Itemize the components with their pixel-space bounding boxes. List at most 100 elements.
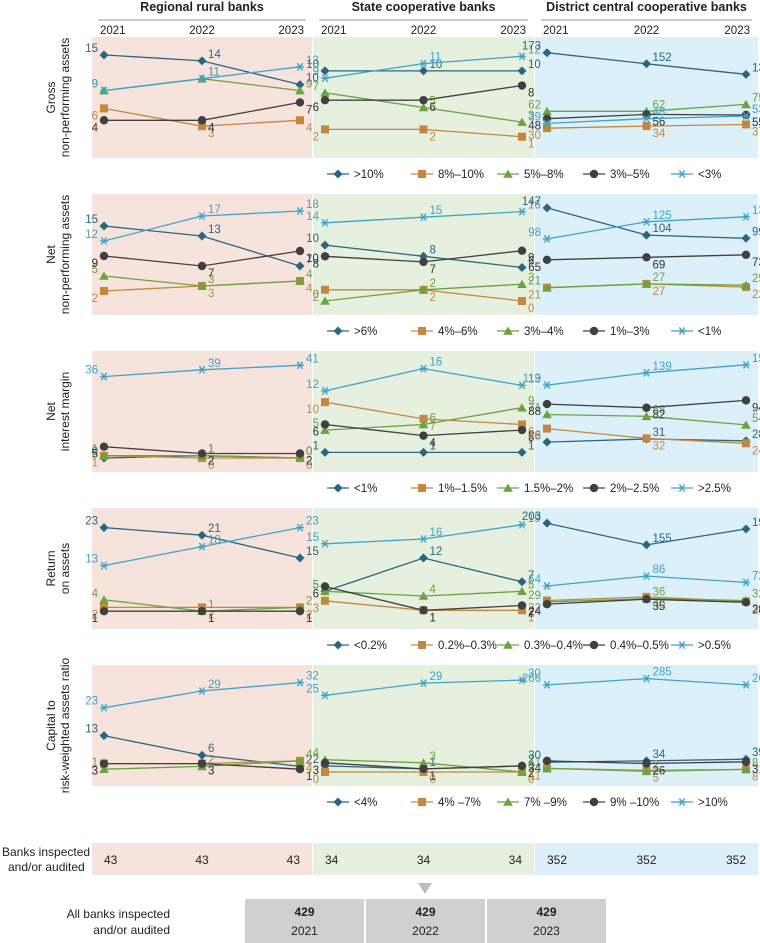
asterisk-stroke <box>643 368 650 377</box>
inspected-count: 43 <box>104 853 118 867</box>
data-label: 16 <box>430 527 443 539</box>
diamond-marker <box>333 797 343 807</box>
data-label: 24 <box>752 445 760 457</box>
triangle-marker <box>517 586 527 596</box>
data-label: 2 <box>313 131 319 143</box>
data-label: 15 <box>430 205 443 217</box>
triangle-marker <box>542 763 552 773</box>
panel-background-district-central-cooperative-banks-4 <box>535 508 758 629</box>
data-label: 62 <box>528 99 541 111</box>
diamond-marker <box>295 80 305 90</box>
data-label: 32 <box>752 589 760 601</box>
data-label: 69 <box>653 259 666 271</box>
asterisk-stroke <box>321 691 329 700</box>
asterisk-stroke <box>198 686 206 695</box>
data-label: 40 <box>653 599 666 611</box>
data-label: 3 <box>208 288 214 300</box>
asterisk-stroke <box>296 361 304 370</box>
data-label: 29 <box>430 671 443 683</box>
circle-marker <box>589 797 599 807</box>
data-label: 29 <box>208 679 221 691</box>
data-label: 13 <box>85 724 98 736</box>
data-label: 94 <box>752 402 760 414</box>
asterisk-stroke <box>543 234 551 243</box>
data-label: 1 <box>208 444 214 456</box>
diamond-marker <box>333 640 343 650</box>
data-label: 1 <box>306 771 312 783</box>
data-label: 9 <box>92 258 98 270</box>
data-label: 5 <box>92 264 98 276</box>
asterisk-stroke <box>518 52 526 61</box>
asterisk-marker <box>419 679 428 688</box>
asterisk-stroke <box>100 561 108 570</box>
square-marker <box>100 287 108 295</box>
diamond-marker <box>419 553 428 563</box>
data-label: 71 <box>528 402 541 414</box>
data-label: 2 <box>306 595 312 607</box>
legend-entry-4-7: 4% –7% <box>438 797 481 809</box>
circle-marker <box>542 599 552 609</box>
data-label: 2 <box>528 768 534 780</box>
triangle-marker <box>542 409 552 419</box>
diamond-marker <box>333 326 343 336</box>
data-label: 32 <box>653 440 666 452</box>
triangle-marker <box>741 99 751 109</box>
legend-capital-to-risk-weighted-assets-ratio: <4% 4% –7% 7% –9% 9% –10% >10% <box>327 797 728 809</box>
diamond-marker <box>197 56 207 66</box>
data-label: 6 <box>313 426 319 438</box>
data-label: 0 <box>528 303 534 315</box>
data-label: 0 <box>313 289 319 301</box>
square-marker <box>100 104 108 113</box>
data-label: 23 <box>85 696 98 708</box>
data-label: 22 <box>752 289 760 301</box>
asterisk-marker <box>100 561 108 570</box>
asterisk-stroke <box>296 678 304 687</box>
legend-entry-10: >10% <box>698 797 728 809</box>
data-label: 3 <box>528 272 534 284</box>
data-label: 0 <box>430 774 436 786</box>
triangle-marker <box>741 280 751 289</box>
data-label: 9 <box>313 66 319 78</box>
inspected-row-title: Banks inspected <box>2 845 90 859</box>
square-marker <box>296 116 304 125</box>
square-marker <box>321 125 329 134</box>
asterisk-stroke <box>643 674 650 683</box>
panel-background-regional-rural-banks-1 <box>92 37 312 158</box>
asterisk-stroke <box>296 523 304 532</box>
diamond-marker <box>320 66 330 76</box>
data-label: 9 <box>306 79 312 91</box>
data-label: 12 <box>528 44 541 56</box>
circle-marker <box>589 326 599 336</box>
asterisk-marker <box>198 74 206 83</box>
asterisk-marker <box>642 674 651 683</box>
data-label: 1 <box>430 612 436 624</box>
diamond-marker <box>197 231 207 241</box>
data-label: 16 <box>528 200 541 212</box>
data-label: 18 <box>208 535 221 547</box>
circle-marker <box>741 757 751 767</box>
data-label: 2 <box>208 754 214 766</box>
data-label: 17 <box>208 204 221 216</box>
data-label: 21 <box>528 290 541 302</box>
triangle-marker <box>99 764 109 774</box>
data-label: 1 <box>92 613 98 625</box>
asterisk-marker <box>100 372 108 381</box>
diamond-marker <box>333 483 343 493</box>
asterisk-stroke <box>296 62 304 71</box>
data-label: 3 <box>528 110 534 122</box>
data-label: 2 <box>653 759 659 771</box>
asterisk-marker <box>742 212 750 221</box>
data-label: 5 <box>313 418 319 430</box>
legend-entry-3-5: 3%–5% <box>610 169 650 181</box>
legend-return-on-assets: <0.2% 0.2%–0.3% 0.3%–0.4% 0.4%–0.5% >0.5% <box>327 640 731 652</box>
data-label: 1 <box>208 444 214 456</box>
square-marker <box>418 798 426 806</box>
asterisk-stroke <box>678 169 686 179</box>
diamond-marker <box>99 221 109 231</box>
inspected-count: 352 <box>547 853 567 867</box>
circle-marker <box>589 483 599 493</box>
square-marker <box>518 132 526 141</box>
legend-entry-0-5: >0.5% <box>698 640 731 652</box>
asterisk-stroke <box>678 797 686 807</box>
